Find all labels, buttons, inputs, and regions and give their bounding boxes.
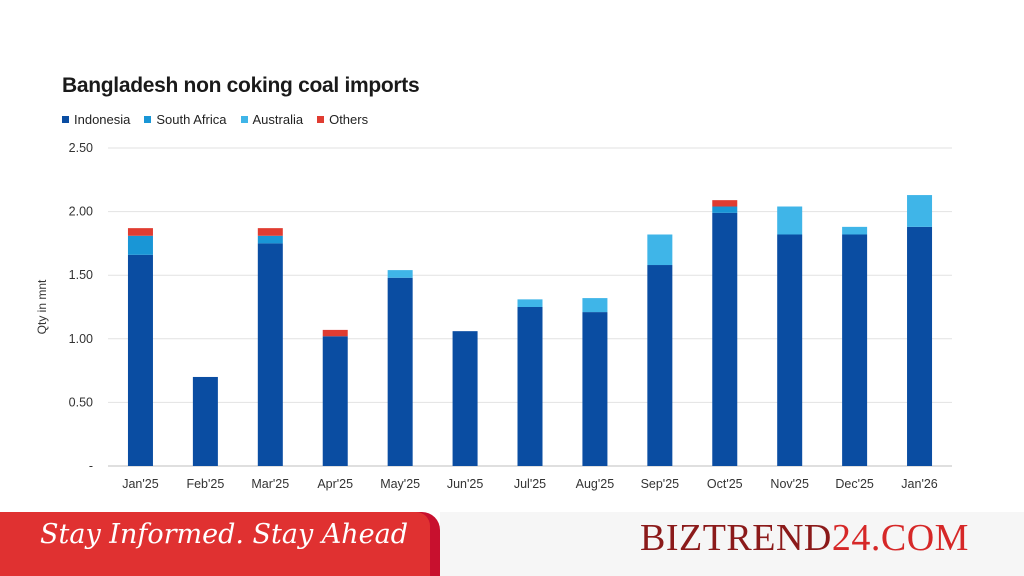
bar-others: [127, 228, 153, 236]
bar-south-africa: [712, 206, 738, 213]
bar-south-africa: [257, 235, 283, 244]
bar-indonesia: [777, 234, 803, 466]
footer-banner-right: [440, 512, 1024, 576]
y-tick-label: -: [89, 459, 93, 473]
bar-indonesia: [322, 336, 348, 466]
y-tick-label: 2.50: [69, 141, 93, 155]
bar-indonesia: [192, 376, 218, 466]
bar-indonesia: [127, 254, 153, 466]
bar-others: [257, 228, 283, 236]
bar-indonesia: [257, 243, 283, 466]
legend-item-australia: Australia: [240, 112, 304, 127]
legend-label: Australia: [252, 112, 304, 127]
bar-indonesia: [452, 331, 478, 466]
bar-australia: [777, 206, 803, 235]
chart-plot: - 0.50 1.00 1.50 2.00 2.50 Qty in mnt Jan'25 Feb…: [35, 141, 952, 491]
x-tick-label: Jan'25: [122, 477, 158, 491]
y-tick-label: 1.00: [69, 332, 93, 346]
bar-indonesia: [712, 212, 738, 466]
legend-label: Others: [329, 112, 369, 127]
x-tick-label: Jun'25: [447, 477, 483, 491]
x-tick-label: Nov'25: [770, 477, 809, 491]
legend-swatch: [144, 116, 152, 123]
x-tick-label: Oct'25: [707, 477, 743, 491]
y-tick-label: 1.50: [69, 268, 93, 282]
bar-australia: [647, 234, 673, 266]
x-tick-label: Aug'25: [576, 477, 615, 491]
tagline: Stay Informed. Stay Ahead: [40, 519, 409, 550]
chart-title: Bangladesh non coking coal imports: [62, 74, 420, 97]
legend-item-indonesia: Indonesia: [62, 112, 130, 127]
bar-indonesia: [647, 265, 673, 466]
x-tick-label: May'25: [380, 477, 420, 491]
y-axis-title: Qty in mnt: [35, 279, 49, 334]
bar-indonesia: [907, 226, 933, 466]
legend-swatch: [317, 116, 325, 123]
x-tick-label: Mar'25: [251, 477, 289, 491]
bar-australia: [842, 226, 868, 235]
bar-australia: [387, 270, 413, 278]
y-tick-label: 0.50: [69, 395, 93, 409]
brand-logo[interactable]: BIZTREND24.COM: [640, 516, 969, 560]
bar-others: [322, 329, 348, 337]
bar-indonesia: [517, 307, 543, 466]
legend-item-south-africa: South Africa: [144, 112, 227, 127]
x-tick-label: Feb'25: [186, 477, 224, 491]
legend-swatch: [62, 116, 69, 123]
bar-indonesia: [387, 277, 413, 466]
bar-australia: [517, 299, 543, 307]
x-tick-label: Dec'25: [835, 477, 874, 491]
legend-label: South Africa: [156, 112, 227, 127]
x-tick-label: Jan'26: [901, 477, 937, 491]
bar-australia: [582, 298, 608, 313]
legend: Indonesia South Africa Australia Others: [62, 112, 368, 127]
footer-banner-left-inner: [0, 512, 430, 576]
y-tick-label: 2.00: [69, 205, 93, 219]
legend-swatch: [240, 116, 248, 123]
bar-indonesia: [842, 234, 868, 466]
x-tick-label: Jul'25: [514, 477, 546, 491]
bar-others: [712, 200, 738, 207]
bar-south-africa: [127, 235, 153, 255]
brand-part2: 24.COM: [831, 517, 969, 559]
brand-part1: BIZTREND: [640, 517, 832, 559]
x-tick-label: Apr'25: [317, 477, 353, 491]
legend-item-others: Others: [317, 112, 368, 127]
legend-label: Indonesia: [74, 112, 131, 127]
x-tick-label: Sep'25: [641, 477, 680, 491]
bar-australia: [907, 195, 933, 227]
bar-indonesia: [582, 312, 608, 466]
